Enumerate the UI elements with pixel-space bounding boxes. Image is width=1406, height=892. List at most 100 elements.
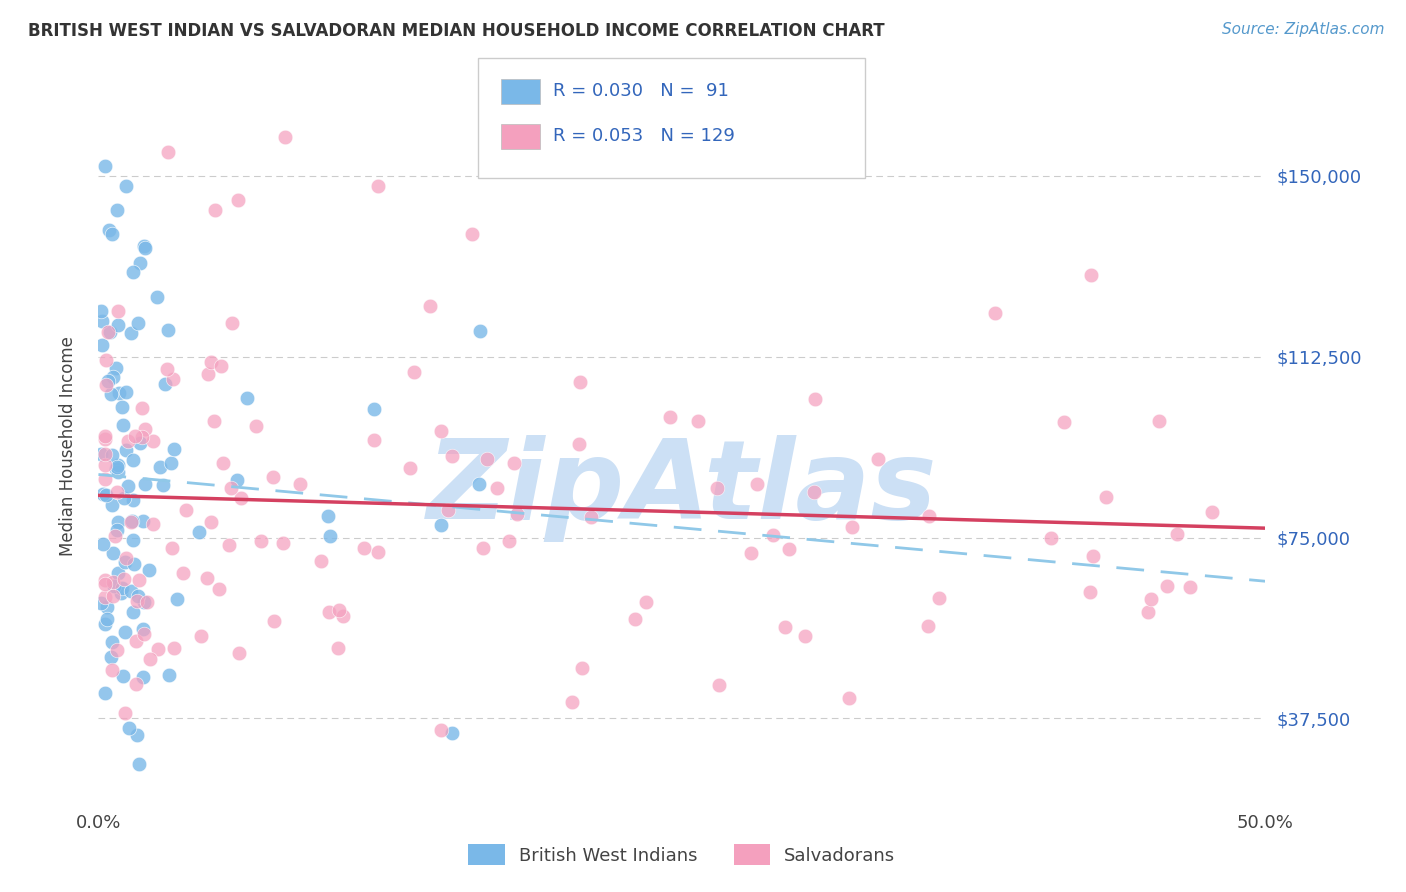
Point	[486, 481, 509, 495]
Point	[498, 533, 520, 548]
Point	[506, 507, 529, 521]
Point	[91, 537, 114, 551]
Point	[110, 586, 132, 600]
Point	[121, 453, 143, 467]
Point	[127, 316, 149, 330]
Point	[263, 614, 285, 628]
Point	[104, 462, 127, 476]
Point	[105, 523, 128, 537]
Point	[468, 324, 491, 338]
Point	[112, 491, 135, 506]
Point	[172, 566, 194, 580]
Point	[94, 458, 117, 473]
Point	[90, 447, 112, 461]
Point	[579, 509, 602, 524]
Point	[127, 593, 149, 607]
Point	[115, 385, 138, 400]
Point	[138, 652, 160, 666]
Point	[120, 584, 142, 599]
Point	[868, 451, 890, 466]
Point	[90, 304, 112, 318]
Point	[134, 627, 156, 641]
Point	[117, 479, 139, 493]
Point	[111, 669, 134, 683]
Point	[468, 477, 491, 491]
Point	[404, 365, 426, 379]
Point	[430, 723, 453, 738]
Point	[430, 517, 453, 532]
Point	[94, 591, 117, 605]
Point	[162, 372, 184, 386]
Point	[636, 595, 658, 609]
Text: R = 0.053   N = 129: R = 0.053 N = 129	[553, 127, 734, 145]
Point	[136, 595, 159, 609]
Point	[658, 409, 681, 424]
Point	[100, 649, 122, 664]
Point	[569, 375, 592, 389]
Point	[94, 472, 117, 486]
Point	[1080, 268, 1102, 283]
Point	[561, 695, 583, 709]
Point	[918, 508, 941, 523]
Point	[318, 529, 340, 543]
Point	[208, 582, 231, 597]
Y-axis label: Median Household Income: Median Household Income	[59, 336, 77, 556]
Point	[1140, 592, 1163, 607]
Point	[200, 355, 222, 369]
Point	[218, 538, 240, 552]
Point	[440, 726, 463, 740]
Point	[112, 572, 135, 586]
Point	[1095, 490, 1118, 504]
Point	[204, 202, 226, 217]
Point	[195, 571, 218, 585]
Point	[163, 442, 186, 457]
Point	[157, 145, 180, 159]
Point	[101, 448, 124, 462]
Point	[132, 514, 155, 528]
Point	[115, 178, 138, 193]
Point	[96, 325, 118, 339]
Point	[928, 591, 950, 606]
Point	[1166, 526, 1188, 541]
Point	[461, 227, 484, 241]
Point	[121, 326, 143, 340]
Point	[122, 558, 145, 572]
Point	[114, 555, 136, 569]
Point	[149, 459, 172, 474]
Point	[101, 546, 124, 560]
Point	[134, 477, 156, 491]
Point	[399, 461, 422, 475]
Point	[197, 367, 219, 381]
Point	[225, 474, 247, 488]
Point	[228, 193, 250, 207]
Point	[146, 289, 169, 303]
Point	[1147, 414, 1170, 428]
Point	[129, 436, 152, 450]
Point	[152, 478, 174, 492]
Point	[290, 477, 312, 491]
Point	[111, 581, 134, 595]
Point	[122, 533, 145, 547]
Point	[363, 401, 385, 416]
Point	[114, 706, 136, 720]
Text: BRITISH WEST INDIAN VS SALVADORAN MEDIAN HOUSEHOLD INCOME CORRELATION CHART: BRITISH WEST INDIAN VS SALVADORAN MEDIAN…	[28, 22, 884, 40]
Point	[107, 303, 129, 318]
Point	[128, 573, 150, 587]
Point	[838, 691, 860, 706]
Text: R = 0.030   N =  91: R = 0.030 N = 91	[553, 82, 728, 100]
Point	[231, 491, 253, 505]
Point	[134, 241, 156, 255]
Point	[101, 574, 124, 589]
Point	[128, 756, 150, 771]
Point	[271, 536, 294, 550]
Legend: British West Indians, Salvadorans: British West Indians, Salvadorans	[461, 837, 903, 872]
Point	[131, 401, 153, 415]
Point	[245, 419, 267, 434]
Point	[1083, 549, 1105, 563]
Point	[142, 434, 165, 449]
Point	[441, 449, 464, 463]
Point	[97, 222, 120, 236]
Point	[503, 456, 526, 470]
Point	[117, 434, 139, 449]
Point	[105, 361, 128, 376]
